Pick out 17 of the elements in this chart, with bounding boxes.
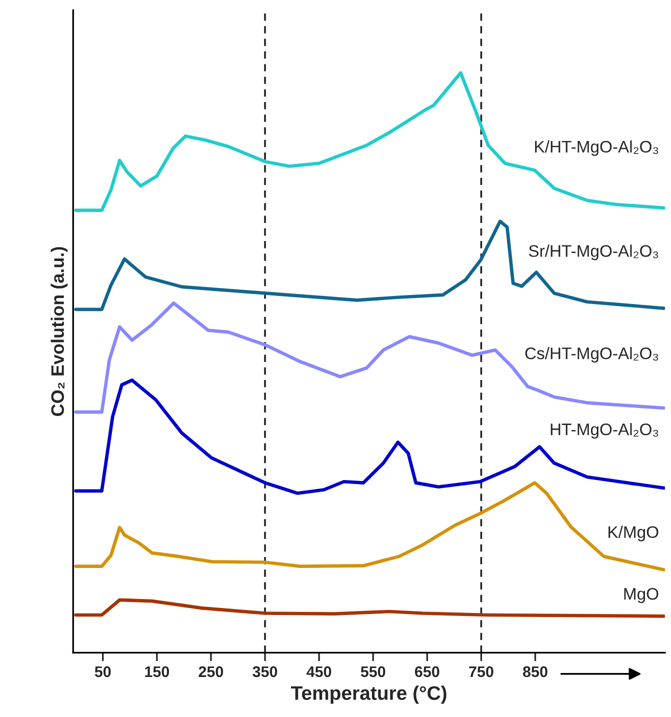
series-label: MgO (624, 588, 658, 604)
x-tick-label: 850 (522, 666, 548, 678)
x-tick-label: 350 (252, 666, 278, 678)
series-label: K/HT-MgO-Al₂O₃ (535, 140, 658, 156)
series-label: Cs/HT-MgO-Al₂O₃ (525, 347, 658, 363)
x-tick-label: 250 (198, 666, 224, 678)
x-axis-title: Temperature (°C) (291, 686, 446, 704)
y-axis-title: CO₂ Evolution (a.u.) (50, 247, 68, 416)
x-tick-label: 450 (306, 666, 332, 678)
x-tick-label: 650 (414, 666, 440, 678)
x-tick-label: 750 (469, 666, 494, 678)
x-tick-label: 150 (145, 666, 170, 678)
x-tick-label: 550 (360, 666, 386, 678)
series-label: HT-MgO-Al₂O₃ (550, 423, 658, 439)
series-label: Sr/HT-MgO-Al₂O₃ (528, 244, 658, 260)
series-label: K/MgO (608, 526, 658, 542)
x-tick-label: 50 (94, 666, 111, 678)
